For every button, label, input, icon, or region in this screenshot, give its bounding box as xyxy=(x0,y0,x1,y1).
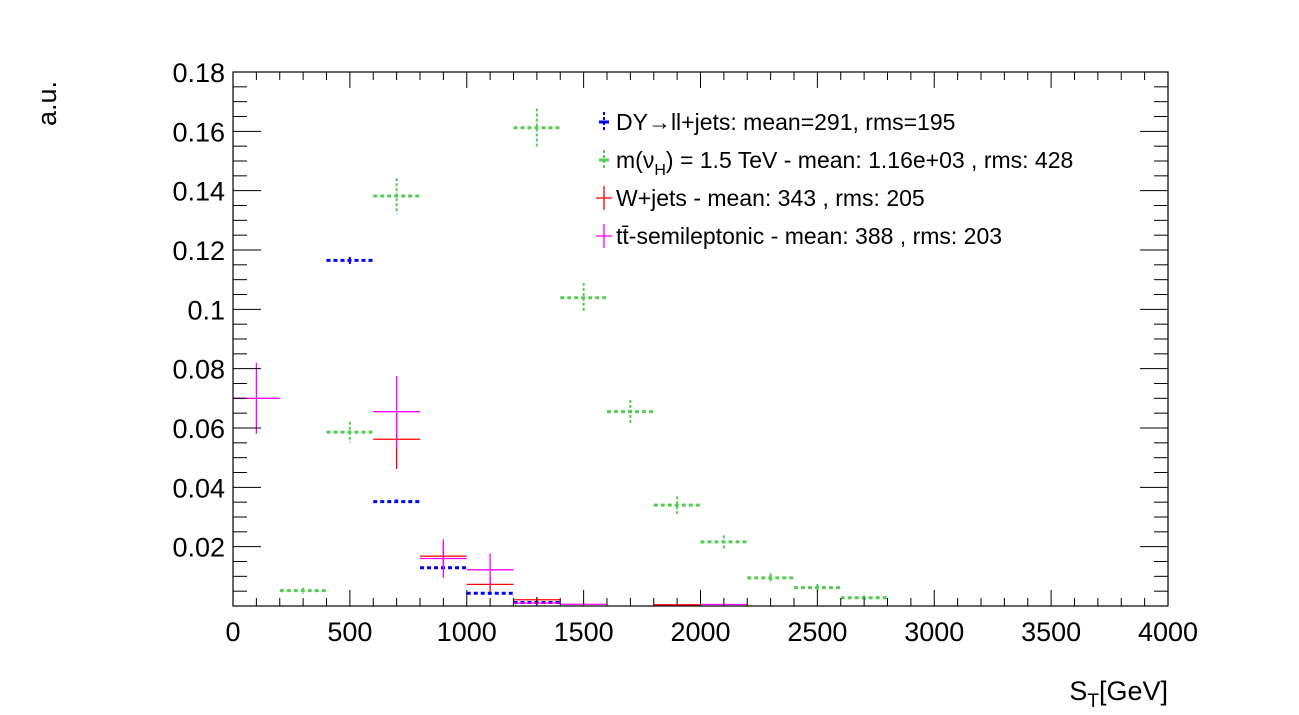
x-tick-label: 500 xyxy=(327,617,372,647)
x-tick-label: 3500 xyxy=(1021,617,1081,647)
y-tick-label: 0.06 xyxy=(172,414,225,444)
x-tick-label: 0 xyxy=(225,617,240,647)
y-tick-label: 0.18 xyxy=(172,58,225,88)
data-point xyxy=(747,573,794,583)
data-point xyxy=(560,282,607,313)
legend-marker xyxy=(599,112,609,132)
y-tick-label: 0.1 xyxy=(187,295,225,325)
series-3 xyxy=(373,409,701,607)
data-point xyxy=(466,553,514,587)
data-point xyxy=(373,178,420,214)
data-point xyxy=(840,595,888,601)
legend-marker xyxy=(596,224,612,248)
legend-label: m(νH) = 1.5 TeV - mean: 1.16e+03 , rms: … xyxy=(616,147,1073,179)
x-axis-title-sub: T xyxy=(1087,691,1099,712)
data-point xyxy=(373,499,420,504)
series-4 xyxy=(233,362,748,607)
legend-label: tt̄-semileptonic - mean: 388 , rms: 203 xyxy=(616,223,1002,249)
legend: DY→ll+jets: mean=291, rms=195 m(νH) = 1.5… xyxy=(596,109,1073,249)
series-layer xyxy=(233,108,888,607)
legend-entry-4: tt̄-semileptonic - mean: 388 , rms: 203 xyxy=(596,223,1002,249)
x-axis-title-rest: [GeV] xyxy=(1099,676,1168,706)
data-point xyxy=(326,256,374,264)
data-point xyxy=(373,376,420,448)
data-point xyxy=(700,535,748,549)
legend-entry-3: W+jets - mean: 343 , rms: 205 xyxy=(596,185,925,211)
axis-layer: 0 500 1000 1500 2000 2500 3000 3500 4000 0.02 0.04… xyxy=(172,58,1198,647)
series-2 xyxy=(279,108,888,601)
legend-entry-2: m(νH) = 1.5 TeV - mean: 1.16e+03 , rms: … xyxy=(599,147,1073,179)
y-tick-label: 0.16 xyxy=(172,117,225,147)
legend-marker xyxy=(596,186,612,210)
x-tick-label: 4000 xyxy=(1138,617,1198,647)
y-tick-label: 0.02 xyxy=(172,533,225,563)
y-tick-label: 0.12 xyxy=(172,236,225,266)
legend-label: DY→ll+jets: mean=291, rms=195 xyxy=(616,109,955,135)
y-tick-label: 0.04 xyxy=(172,473,225,503)
data-point xyxy=(653,496,701,515)
legend-entry-1: DY→ll+jets: mean=291, rms=195 xyxy=(599,109,955,135)
legend-label: W+jets - mean: 343 , rms: 205 xyxy=(616,185,925,211)
data-point xyxy=(466,591,514,595)
data-point xyxy=(607,399,654,424)
y-axis-title: a.u. xyxy=(32,81,62,126)
y-tick-label: 0.08 xyxy=(172,355,225,385)
x-tick-label: 1500 xyxy=(554,617,614,647)
data-point xyxy=(794,584,841,592)
data-point xyxy=(513,108,561,148)
x-tick-label: 3000 xyxy=(904,617,964,647)
y-tick-label: 0.14 xyxy=(172,177,225,207)
x-tick-label: 2000 xyxy=(670,617,730,647)
data-point xyxy=(279,587,327,594)
legend-marker xyxy=(599,150,609,170)
x-axis-title: ST[GeV] xyxy=(1069,676,1168,712)
x-axis-title-main: S xyxy=(1069,676,1087,706)
x-tick-label: 1000 xyxy=(437,617,497,647)
data-point xyxy=(420,539,467,578)
x-tick-label: 2500 xyxy=(787,617,847,647)
data-point xyxy=(326,421,374,443)
